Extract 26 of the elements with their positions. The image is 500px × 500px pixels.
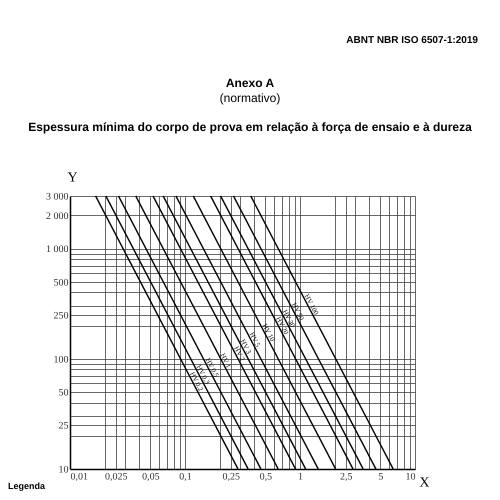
y-tick-label: 2 000 xyxy=(46,210,68,222)
x-tick-label: 1 xyxy=(298,472,303,482)
chart-title: Espessura mínima do corpo de prova em relação à força de ensaio e à dureza xyxy=(27,120,473,134)
y-tick-label: 3 000 xyxy=(46,192,68,202)
y-tick-label: 500 xyxy=(54,277,68,288)
x-tick-label: 2,5 xyxy=(340,472,353,482)
y-tick-label: 250 xyxy=(54,310,68,322)
text: (normativo) xyxy=(218,91,282,105)
y-tick-label: 50 xyxy=(58,387,68,398)
x-tick-label: 5 xyxy=(378,472,384,482)
text: ABNT NBR ISO 6507-1:2019 xyxy=(346,35,478,46)
x-tick-label: 0,1 xyxy=(179,472,192,482)
x-tick-label: 0,25 xyxy=(222,472,240,482)
x-tick-label: 0,01 xyxy=(70,472,88,482)
y-tick-label: 100 xyxy=(54,354,68,366)
x-tick-label: 0,025 xyxy=(105,472,128,482)
x-axis-title: X xyxy=(419,476,430,490)
y-axis-title: Y xyxy=(67,170,78,186)
x-tick-label: 10 xyxy=(406,472,416,482)
text: Anexo A xyxy=(224,76,276,90)
x-tick-label: 0,5 xyxy=(260,472,272,482)
y-tick-label: 25 xyxy=(58,420,68,432)
text: Legenda xyxy=(8,481,46,492)
y-tick-label: 10 xyxy=(58,464,68,476)
x-tick-label: 0,05 xyxy=(142,472,160,482)
y-tick-label: 1 000 xyxy=(46,244,68,256)
